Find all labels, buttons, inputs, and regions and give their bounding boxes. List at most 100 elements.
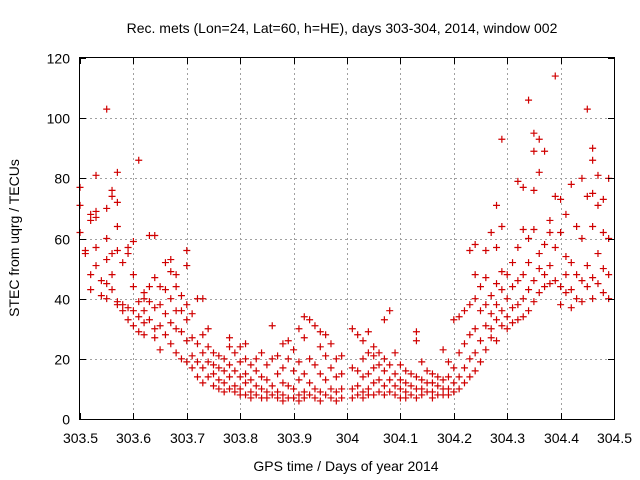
data-point: [418, 358, 426, 366]
axis-ticks: [80, 58, 615, 420]
data-point: [210, 382, 217, 390]
data-point: [183, 301, 191, 309]
data-point: [380, 391, 388, 399]
data-point: [124, 304, 132, 312]
data-point: [583, 105, 591, 113]
data-point: [188, 352, 196, 360]
data-point: [407, 370, 415, 378]
data-point: [407, 382, 415, 390]
data-point: [498, 286, 506, 294]
data-point: [274, 388, 282, 396]
data-point: [167, 319, 175, 327]
data-point: [252, 382, 260, 390]
data-point: [370, 343, 378, 351]
data-point: [567, 304, 575, 312]
data-point: [477, 307, 484, 315]
data-point: [247, 388, 255, 396]
data-point: [252, 355, 260, 363]
data-point: [573, 295, 581, 303]
x-tick-label: 304: [336, 430, 360, 446]
data-point: [172, 283, 180, 291]
data-point: [418, 385, 426, 393]
data-point: [402, 394, 410, 402]
data-point: [210, 349, 217, 357]
data-point: [525, 259, 533, 267]
data-point: [188, 364, 196, 372]
data-point: [103, 295, 111, 303]
data-point: [519, 183, 527, 191]
data-point: [295, 376, 303, 384]
data-point: [354, 382, 362, 390]
data-point: [242, 340, 250, 348]
data-point: [455, 313, 463, 321]
data-point: [557, 195, 565, 203]
data-point: [530, 277, 538, 285]
data-point: [471, 271, 479, 279]
data-point: [316, 370, 324, 378]
data-point: [322, 376, 330, 384]
y-axis-title: STEC from uqrg / TECUs: [6, 159, 22, 317]
data-point: [279, 379, 287, 387]
data-point: [594, 171, 602, 179]
data-point: [295, 358, 303, 366]
data-point: [466, 301, 474, 309]
y-tick-label: 80: [54, 171, 70, 187]
data-point: [589, 274, 597, 282]
data-point: [279, 340, 287, 348]
data-point: [503, 295, 511, 303]
data-point: [428, 394, 436, 402]
data-point: [493, 316, 501, 324]
data-point: [97, 292, 105, 300]
data-point: [322, 331, 330, 339]
data-point: [103, 204, 111, 212]
data-point: [204, 343, 212, 351]
data-point: [113, 198, 121, 206]
data-point: [151, 325, 159, 333]
data-point: [466, 331, 474, 339]
data-point: [300, 370, 308, 378]
data-point: [551, 244, 559, 252]
data-point: [348, 325, 356, 333]
data-point: [140, 295, 148, 303]
data-point: [332, 355, 340, 363]
data-point: [530, 186, 538, 194]
data-point: [258, 385, 266, 393]
data-point: [236, 373, 244, 381]
data-point: [327, 394, 335, 402]
data-point: [396, 376, 404, 384]
data-point: [92, 262, 100, 270]
data-point: [386, 361, 394, 369]
data-point: [412, 337, 420, 345]
data-point: [482, 247, 490, 255]
data-point: [140, 331, 148, 339]
data-point: [551, 72, 559, 80]
y-tick-label: 40: [54, 292, 70, 308]
data-point: [156, 322, 164, 330]
data-point: [498, 135, 506, 143]
data-point: [546, 216, 554, 224]
data-point: [466, 247, 474, 255]
data-point: [124, 244, 132, 252]
x-tick-label: 304.4: [544, 430, 579, 446]
data-point: [338, 352, 346, 360]
data-point: [103, 105, 111, 113]
data-point: [509, 283, 517, 291]
data-point: [444, 373, 452, 381]
data-point: [108, 192, 116, 200]
data-point: [92, 207, 100, 215]
data-point: [375, 361, 383, 369]
data-point: [455, 385, 463, 393]
data-point: [471, 295, 479, 303]
data-point: [300, 394, 308, 402]
data-point: [87, 271, 95, 279]
data-point: [444, 391, 452, 399]
data-point: [370, 379, 378, 387]
data-point: [306, 391, 314, 399]
data-point: [380, 355, 388, 363]
data-point: [412, 373, 420, 381]
data-point: [439, 346, 447, 354]
data-point: [541, 241, 549, 249]
data-point: [562, 210, 570, 218]
data-point: [226, 361, 234, 369]
